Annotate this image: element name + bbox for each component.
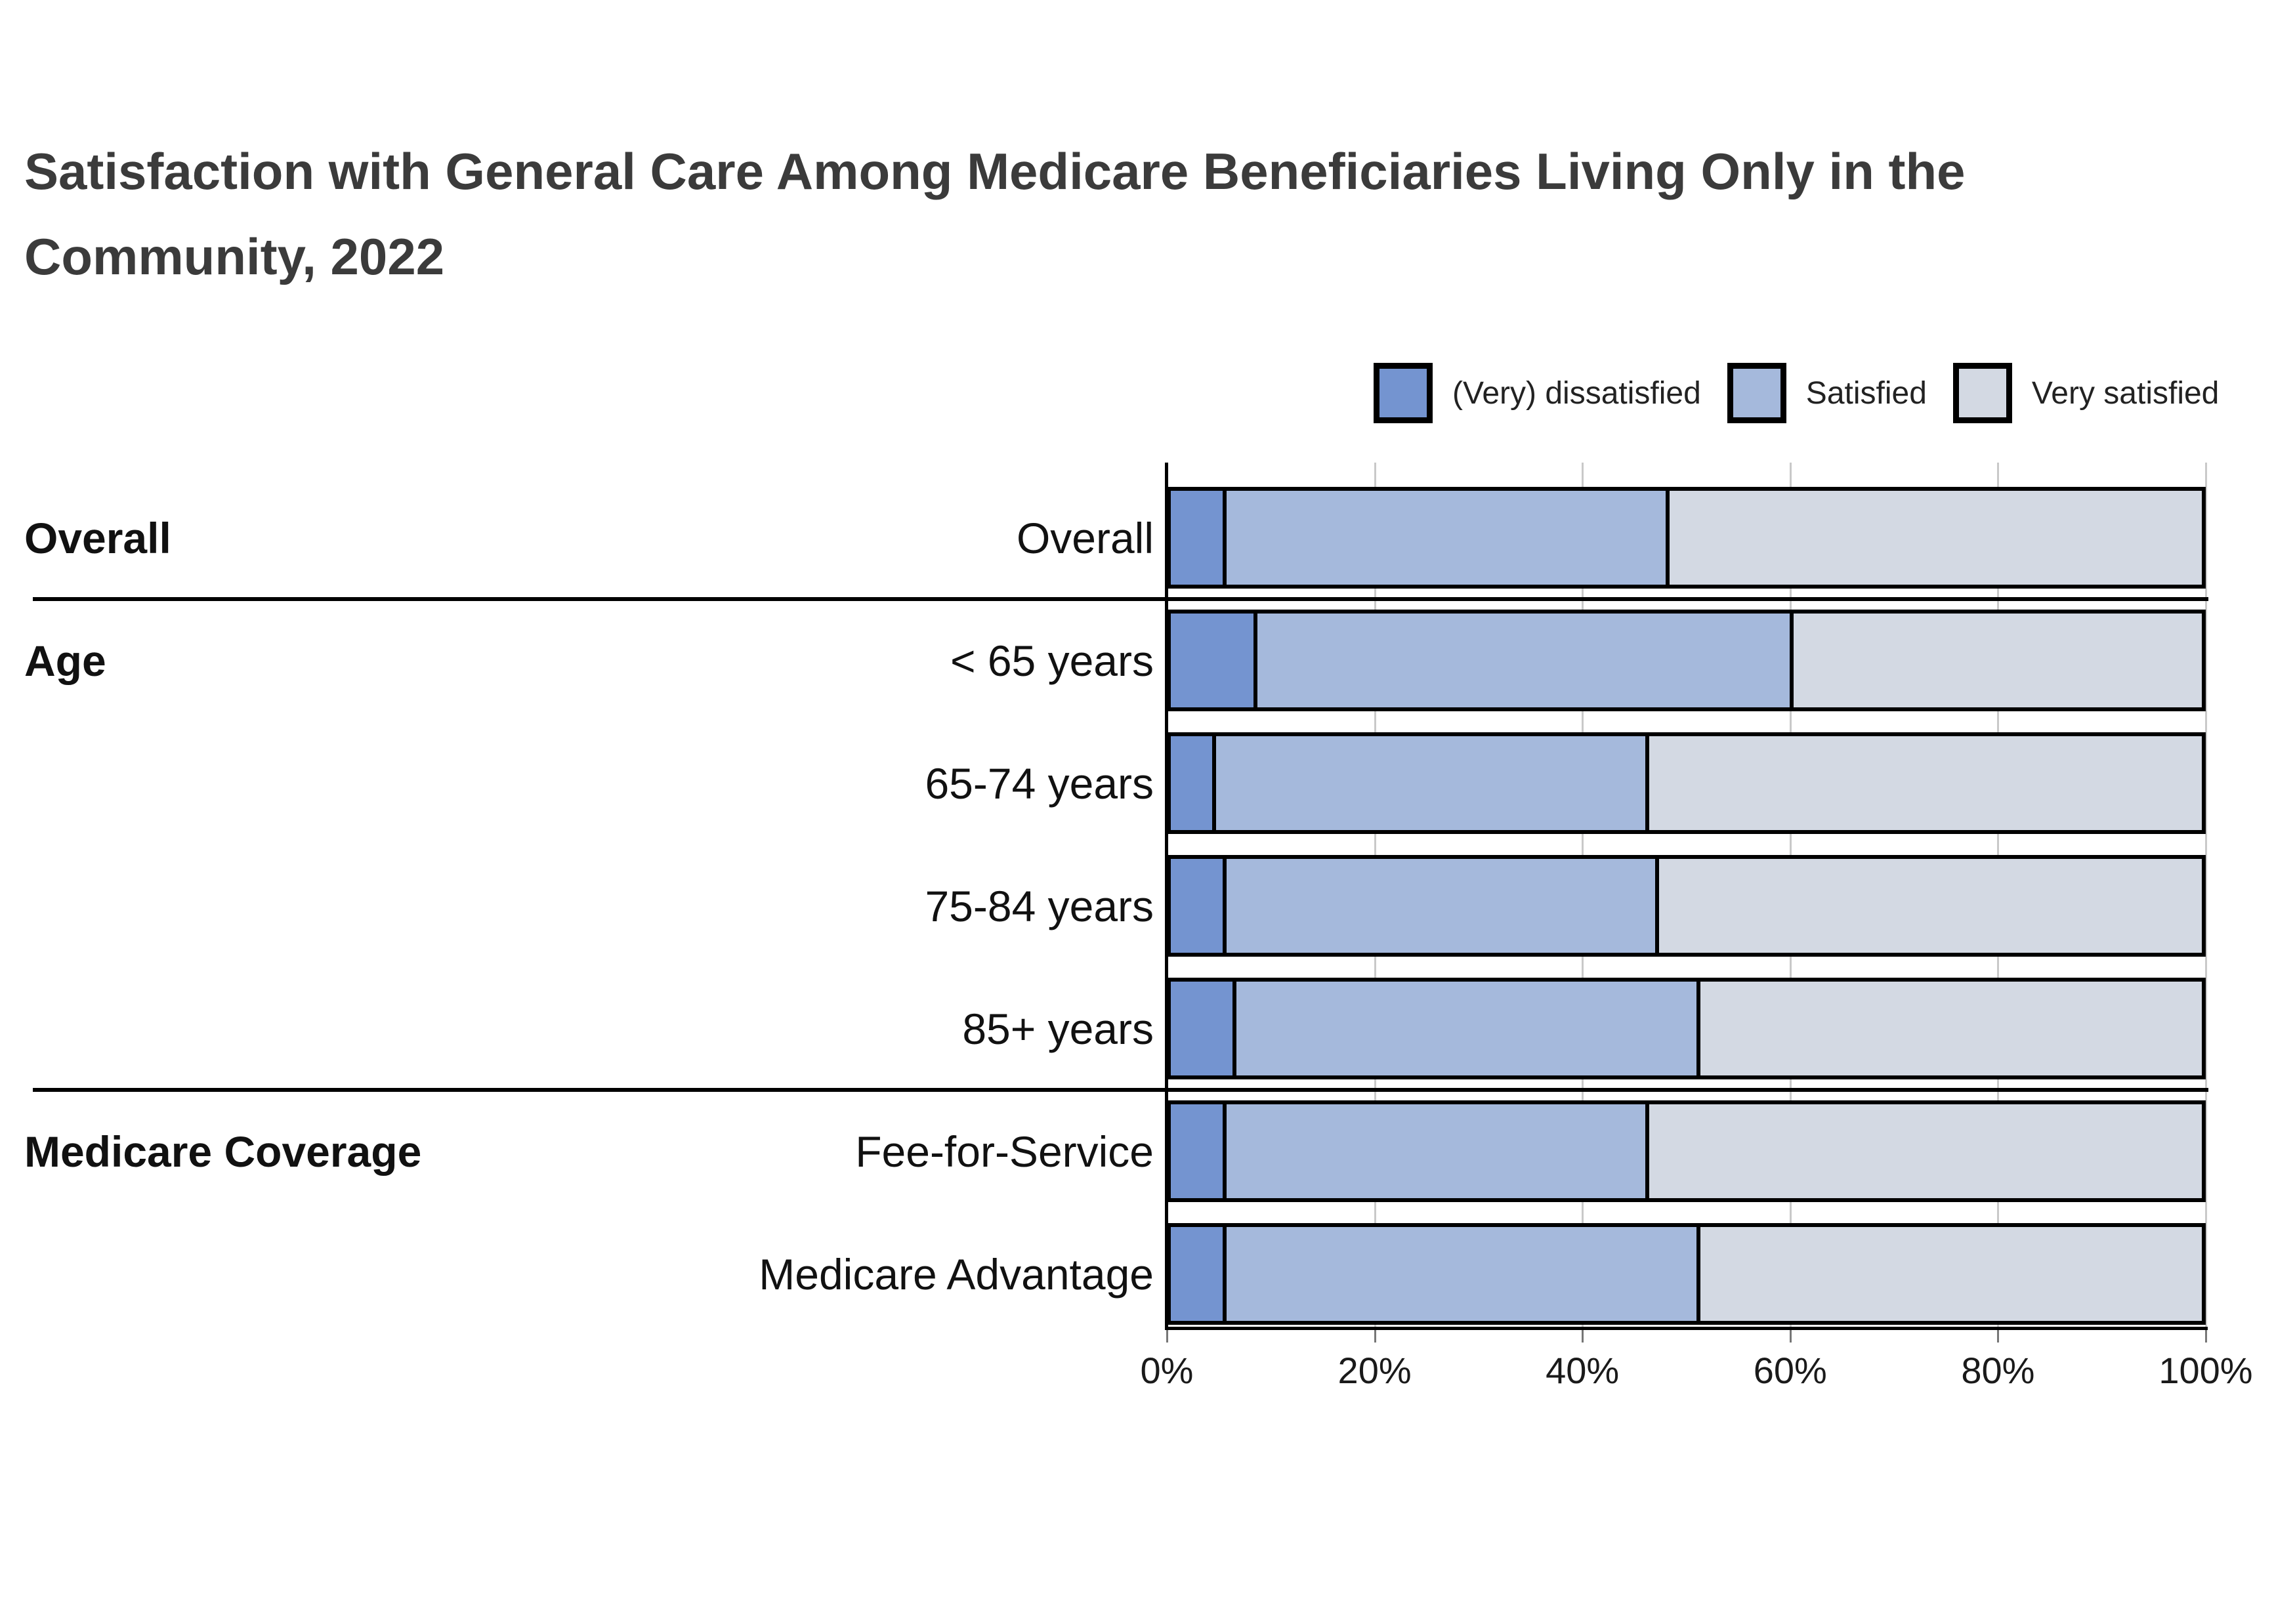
legend-swatch-dissatisfied-icon xyxy=(1374,363,1433,423)
row-label-75-84-years: 75-84 years xyxy=(925,881,1154,930)
x-tick-label-80: 80% xyxy=(1961,1350,2035,1391)
segment-very-dissatisfied-overall xyxy=(1171,491,1223,585)
x-tick-label-40: 40% xyxy=(1546,1350,1620,1391)
legend-swatch-satisfied-icon xyxy=(1727,363,1786,423)
group-label-medicare-coverage: Medicare Coverage xyxy=(24,1127,422,1176)
segment-satisfied-fee-for-service xyxy=(1222,1104,1645,1198)
legend-label-satisfied: Satisfied xyxy=(1805,375,1927,411)
legend-swatch-very-satisfied-icon xyxy=(1952,363,2012,423)
segment-very-dissatisfied-medicare-advantage xyxy=(1171,1227,1223,1321)
x-axis-line xyxy=(1165,1327,2208,1330)
segment-satisfied-75-84-years xyxy=(1222,859,1656,953)
row-label-65-74-years: 65-74 years xyxy=(925,759,1154,808)
legend-label-very-satisfied: Very satisfied xyxy=(2031,375,2220,411)
bar-65-years xyxy=(1167,610,2206,711)
bar-fee-for-service xyxy=(1167,1100,2206,1202)
bar-overall xyxy=(1167,487,2206,589)
x-tick-100 xyxy=(2205,1327,2207,1343)
x-tick-80 xyxy=(1997,1327,2000,1343)
x-tick-label-20: 20% xyxy=(1337,1350,1412,1391)
segment-very-satisfied-65-years xyxy=(1789,614,2202,707)
segment-satisfied-65-74-years xyxy=(1211,736,1645,830)
row-label-medicare-advantage: Medicare Advantage xyxy=(759,1249,1154,1299)
segment-very-dissatisfied-fee-for-service xyxy=(1171,1104,1223,1198)
x-tick-0 xyxy=(1166,1327,1168,1343)
bar-medicare-advantage xyxy=(1167,1223,2206,1325)
row-label-65-years: < 65 years xyxy=(950,636,1154,685)
group-divider-2 xyxy=(33,1088,2208,1092)
legend: (Very) dissatisfied Satisfied Very satis… xyxy=(1374,363,2219,423)
legend-label-dissatisfied: (Very) dissatisfied xyxy=(1452,375,1701,411)
segment-very-satisfied-medicare-advantage xyxy=(1696,1227,2202,1321)
legend-item-very-satisfied: Very satisfied xyxy=(1952,363,2220,423)
segment-very-satisfied-85-years xyxy=(1696,982,2202,1075)
gridline-100 xyxy=(2205,463,2207,1327)
group-label-overall: Overall xyxy=(24,513,171,562)
segment-satisfied-overall xyxy=(1222,491,1666,585)
bar-85-years xyxy=(1167,978,2206,1079)
y-axis-line xyxy=(1165,463,1168,1327)
segment-very-satisfied-overall xyxy=(1666,491,2202,585)
chart-title-line-1: Satisfaction with General Care Among Med… xyxy=(24,142,1966,200)
group-label-age: Age xyxy=(24,636,106,685)
segment-very-dissatisfied-75-84-years xyxy=(1171,859,1223,953)
legend-item-dissatisfied: (Very) dissatisfied xyxy=(1374,363,1701,423)
segment-satisfied-85-years xyxy=(1232,982,1697,1075)
segment-very-dissatisfied-65-years xyxy=(1171,614,1253,707)
x-tick-label-60: 60% xyxy=(1753,1350,1827,1391)
x-tick-60 xyxy=(1789,1327,1792,1343)
segment-very-satisfied-65-74-years xyxy=(1645,736,2202,830)
group-divider-1 xyxy=(33,597,2208,601)
segment-very-satisfied-fee-for-service xyxy=(1645,1104,2202,1198)
segment-satisfied-65-years xyxy=(1253,614,1790,707)
chart-title: Satisfaction with General Care Among Med… xyxy=(24,129,2229,299)
segment-very-dissatisfied-85-years xyxy=(1171,982,1233,1075)
x-tick-20 xyxy=(1374,1327,1376,1343)
segment-satisfied-medicare-advantage xyxy=(1222,1227,1697,1321)
segment-very-dissatisfied-65-74-years xyxy=(1171,736,1212,830)
x-tick-40 xyxy=(1582,1327,1584,1343)
x-tick-label-100: 100% xyxy=(2158,1350,2253,1391)
row-label-overall: Overall xyxy=(1016,513,1154,562)
chart-title-line-2: Community, 2022 xyxy=(24,228,445,285)
bar-75-84-years xyxy=(1167,855,2206,957)
x-tick-label-0: 0% xyxy=(1140,1350,1194,1391)
legend-item-satisfied: Satisfied xyxy=(1727,363,1927,423)
bar-65-74-years xyxy=(1167,732,2206,834)
row-label-85-years: 85+ years xyxy=(962,1004,1154,1053)
row-label-fee-for-service: Fee-for-Service xyxy=(855,1127,1154,1176)
segment-very-satisfied-75-84-years xyxy=(1655,859,2202,953)
